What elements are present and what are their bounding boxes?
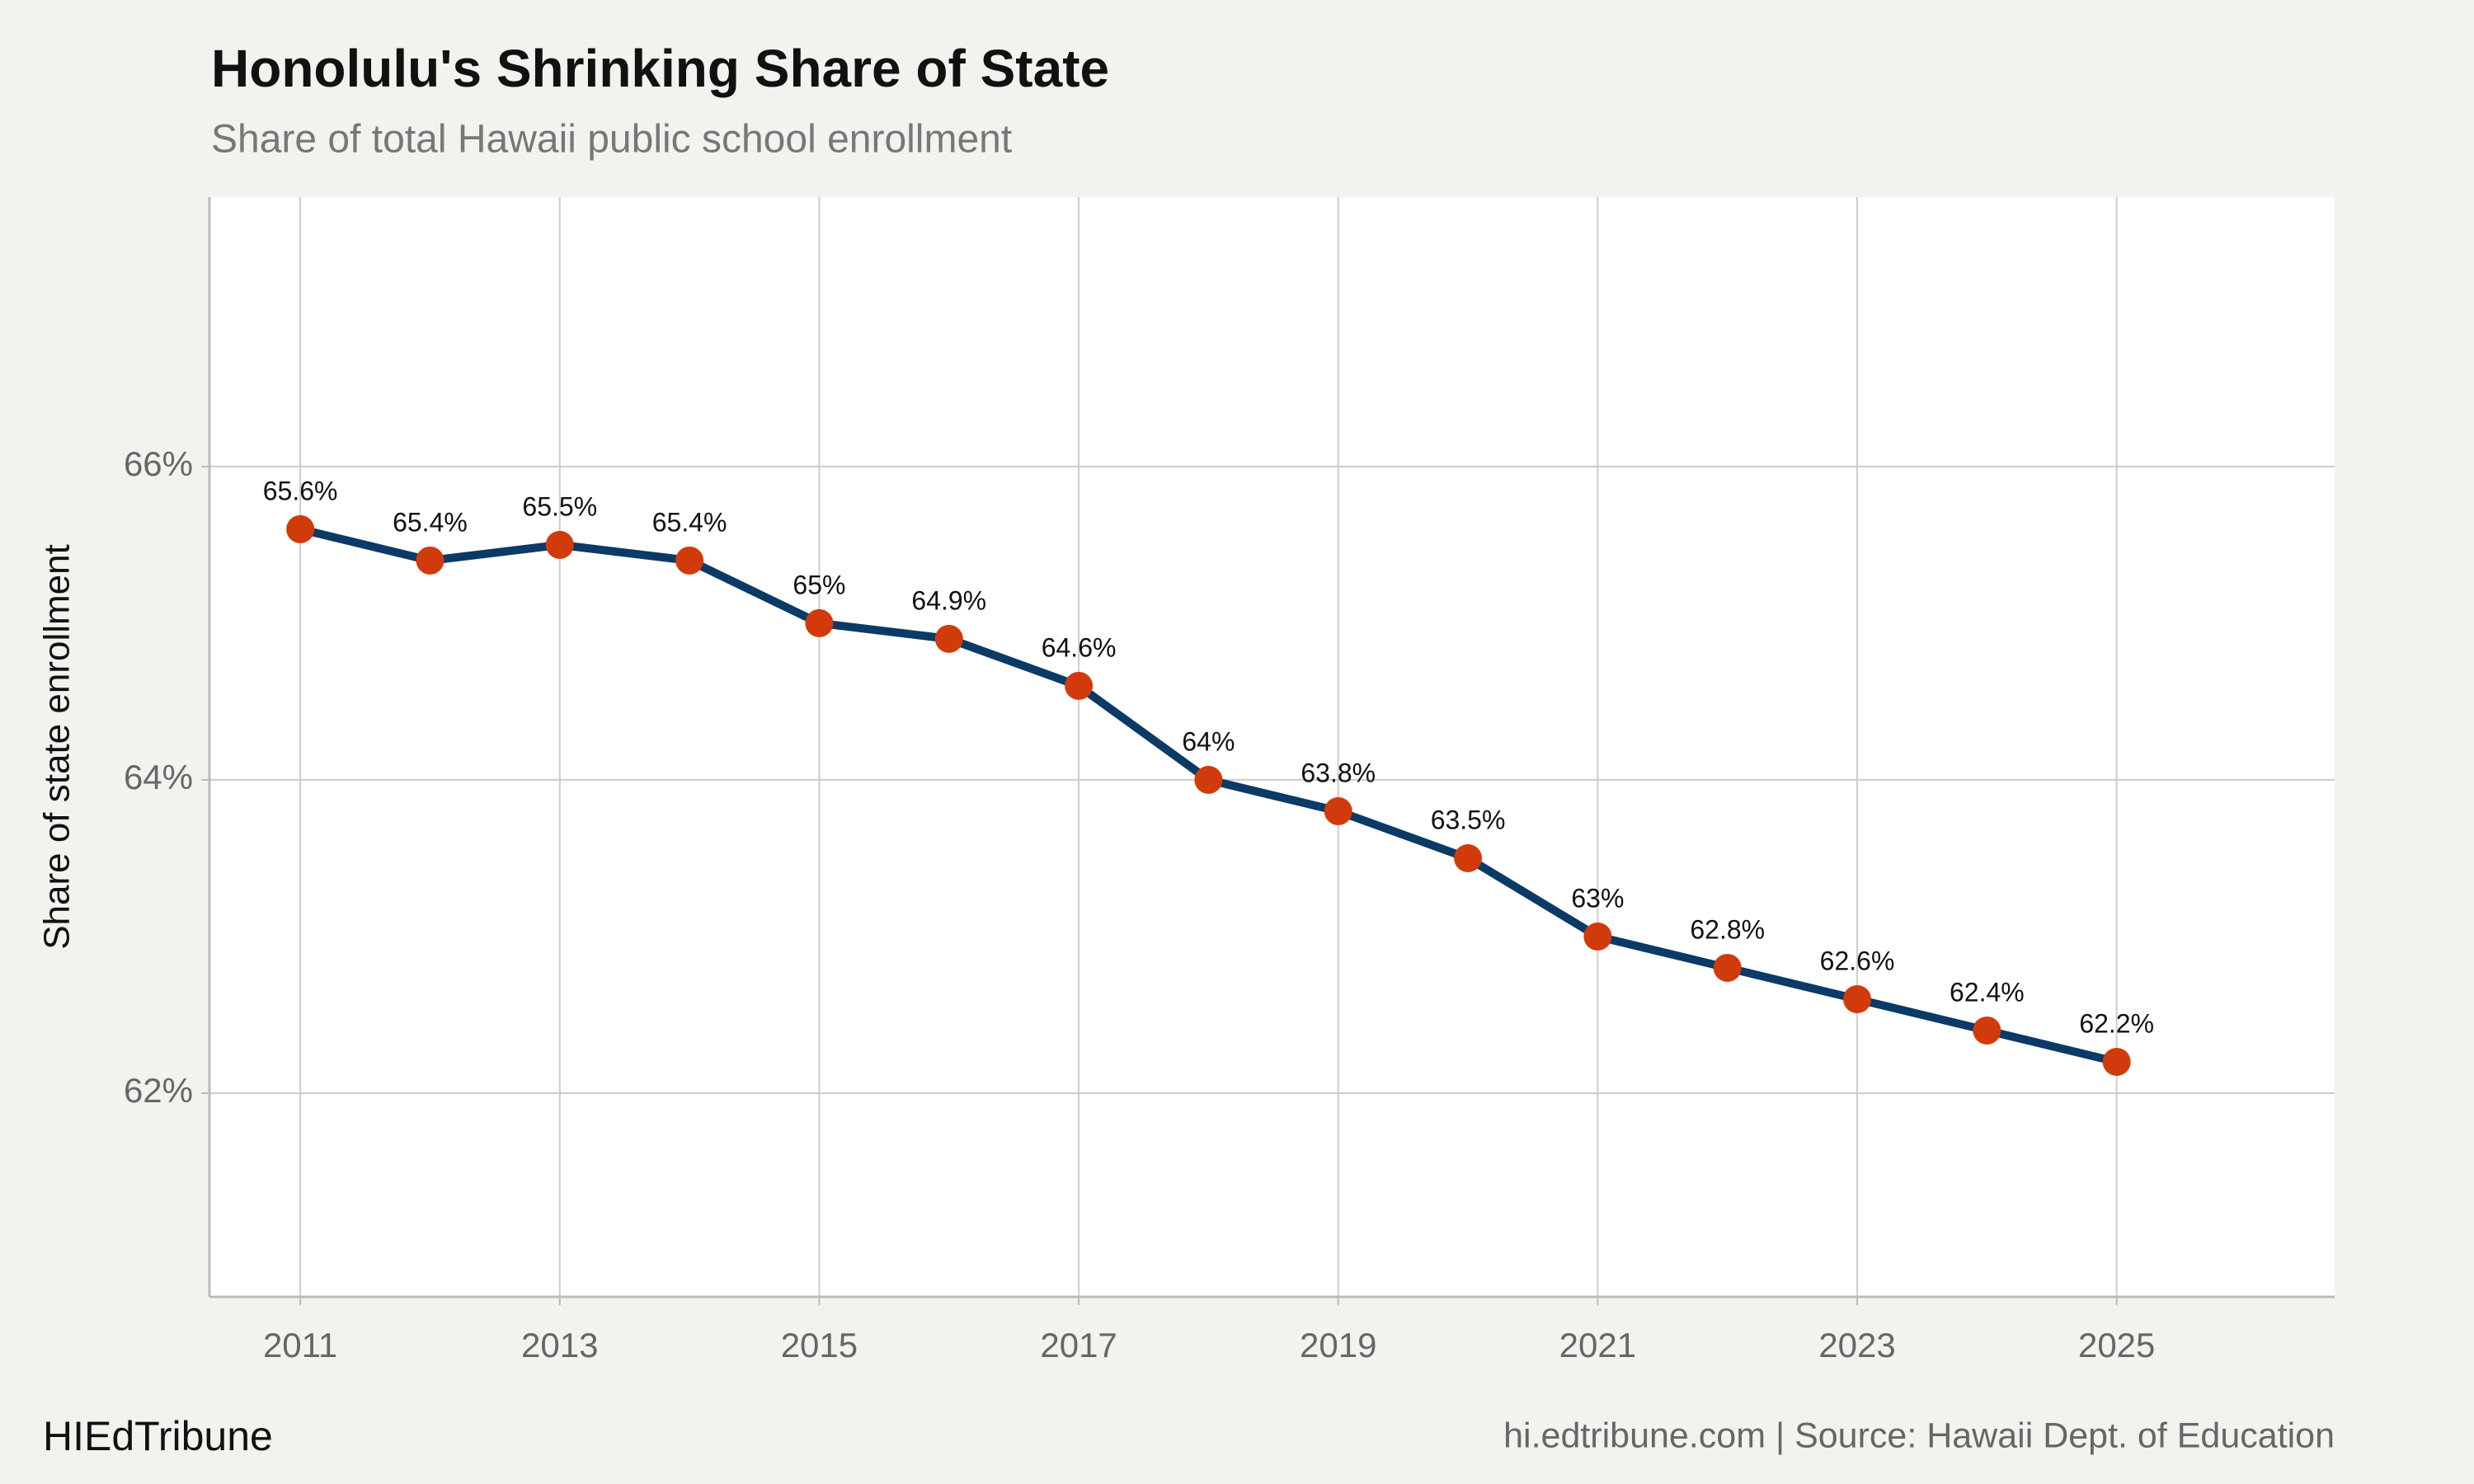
data-point (286, 514, 315, 543)
data-point (1583, 922, 1612, 951)
y-tick-label: 64% (124, 758, 193, 796)
data-point (1194, 765, 1223, 794)
data-label: 62.2% (2079, 1008, 2154, 1038)
data-point (1973, 1016, 2001, 1045)
data-label: 64.9% (911, 585, 986, 615)
x-tick-label: 2013 (521, 1326, 598, 1364)
data-label: 65.4% (393, 507, 468, 537)
x-tick-label: 2021 (1559, 1326, 1636, 1364)
data-point (934, 624, 963, 653)
data-point (545, 530, 574, 559)
data-label: 62.6% (1820, 946, 1895, 975)
data-point (1065, 671, 1094, 700)
y-tick-label: 62% (124, 1071, 193, 1110)
data-point (1843, 984, 1872, 1013)
data-label: 65.4% (652, 507, 727, 537)
y-tick-label: 66% (124, 444, 193, 483)
y-axis-label: Share of state enrollment (37, 544, 78, 950)
chart-subtitle: Share of total Hawaii public school enro… (211, 118, 1012, 162)
x-tick-label: 2023 (1818, 1326, 1895, 1364)
data-point (675, 546, 704, 575)
plot-area (209, 197, 2335, 1297)
data-label: 65.5% (522, 491, 597, 521)
data-label: 65.6% (263, 476, 338, 505)
data-label: 65% (793, 570, 845, 599)
x-tick-label: 2019 (1300, 1326, 1376, 1364)
data-point (1324, 796, 1352, 825)
x-tick-label: 2015 (781, 1326, 858, 1364)
data-label: 63.8% (1300, 758, 1376, 787)
data-label: 64.6% (1042, 632, 1117, 662)
data-label: 63% (1571, 883, 1624, 913)
data-label: 62.4% (1950, 977, 2025, 1007)
data-label: 64% (1182, 726, 1235, 756)
x-tick-label: 2017 (1040, 1326, 1117, 1364)
data-point (805, 608, 834, 637)
data-label: 63.5% (1431, 805, 1506, 834)
x-tick-label: 2011 (263, 1326, 337, 1364)
chart-title: Honolulu's Shrinking Share of State (211, 39, 1109, 98)
source: hi.edtribune.com | Source: Hawaii Dept. … (1503, 1416, 2335, 1455)
data-label: 62.8% (1690, 914, 1765, 944)
data-point (416, 546, 444, 575)
brand: HIEdTribune (43, 1413, 273, 1459)
data-point (1713, 953, 1742, 982)
data-point (2102, 1047, 2131, 1076)
data-point (1454, 843, 1483, 872)
x-tick-label: 2025 (2078, 1326, 2155, 1364)
